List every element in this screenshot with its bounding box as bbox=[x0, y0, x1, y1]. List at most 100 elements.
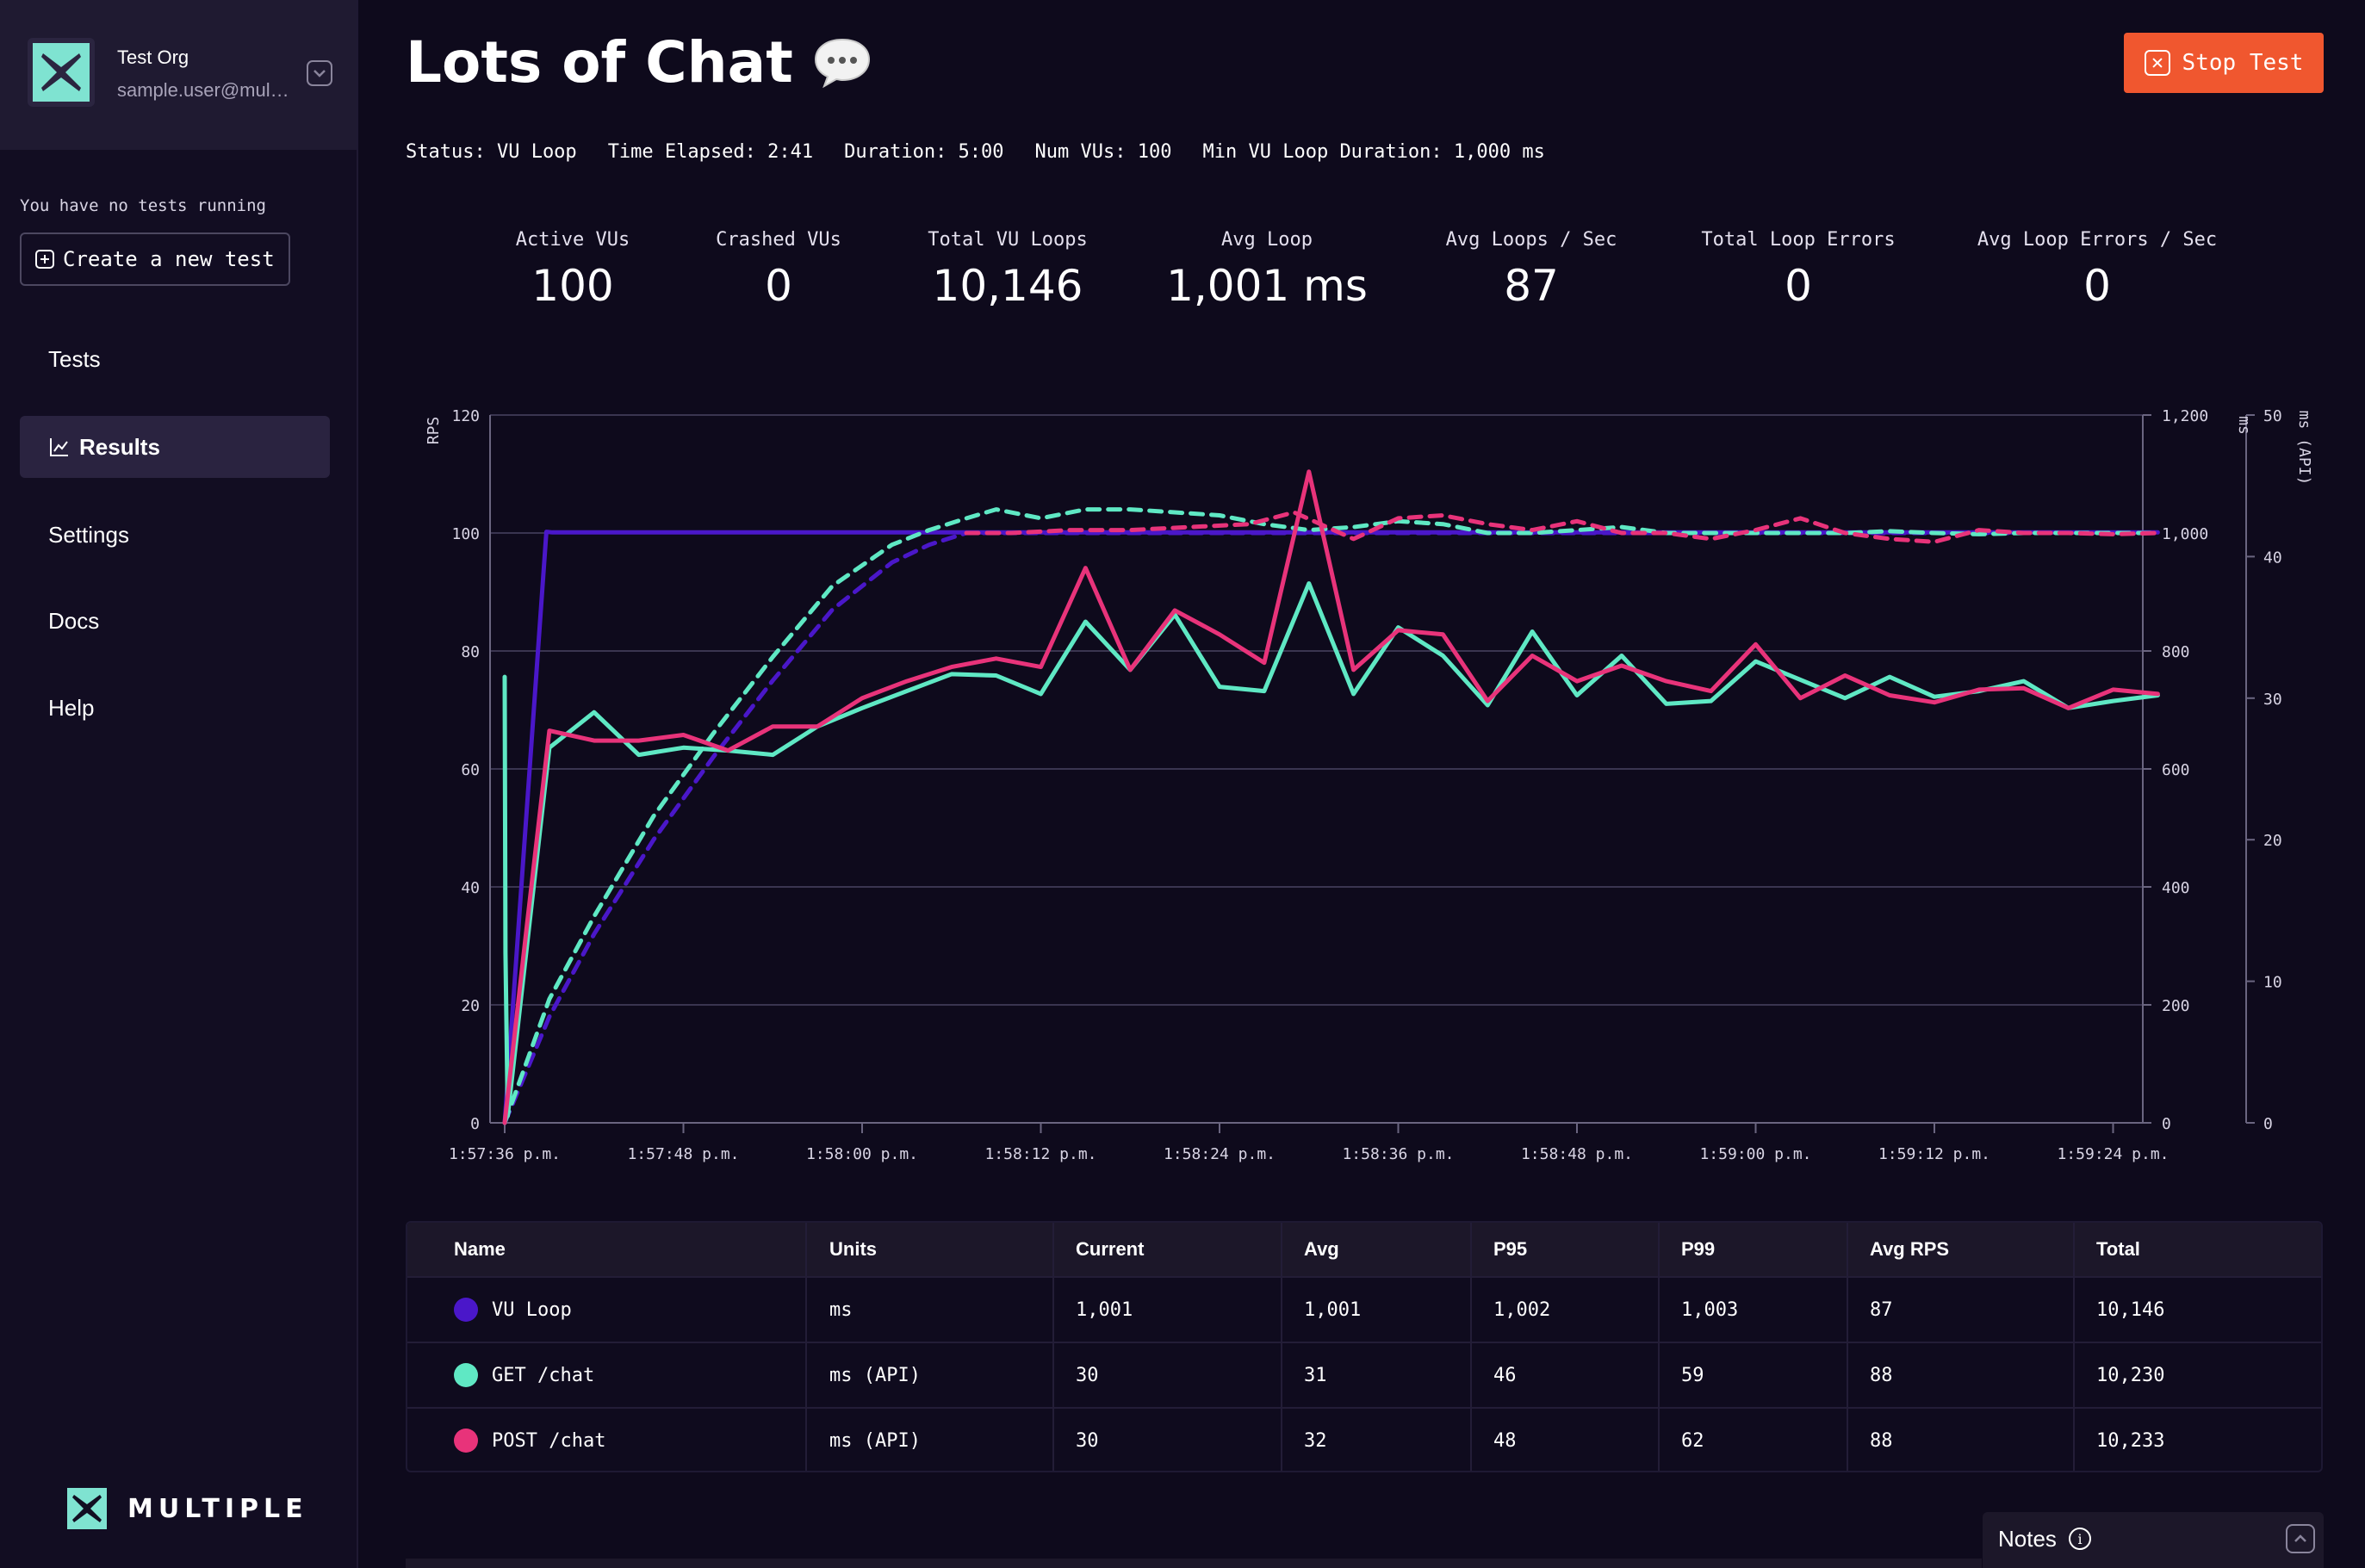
x-tick-label: 1:57:48 p.m. bbox=[627, 1145, 739, 1163]
brand-name: MULTIPLE bbox=[127, 1493, 308, 1524]
series-line-get-chat-dashed bbox=[502, 507, 2160, 1125]
time-elapsed-text: Time Elapsed: 2:41 bbox=[607, 141, 814, 163]
results-chart-svg: 0 20 40 60 80 100 120 0 200 400 600 800 1,000 1,200 0 1… bbox=[425, 407, 2313, 1163]
table-cell: ms bbox=[829, 1298, 853, 1321]
stat-total-vu-loops: Total VU Loops 10,146 bbox=[928, 229, 1087, 311]
sidebar-item-docs[interactable]: Docs bbox=[20, 590, 330, 652]
series-line-post-chat-solid bbox=[502, 469, 2160, 1125]
column-header-units[interactable]: Units bbox=[829, 1238, 877, 1260]
org-switcher[interactable]: Test Org sample.user@multiple.dev bbox=[0, 0, 357, 150]
table-row-name: VU Loop bbox=[454, 1278, 572, 1342]
line-chart-icon bbox=[50, 438, 68, 456]
y-tick-label-ms: 800 bbox=[2162, 643, 2190, 661]
y-tick-label-ms: 400 bbox=[2162, 879, 2190, 897]
table-cell: ms (API) bbox=[829, 1364, 921, 1386]
stat-avg-loops-per-sec: Avg Loops / Sec 87 bbox=[1446, 229, 1617, 311]
x-tick-label: 1:59:12 p.m. bbox=[1878, 1145, 1990, 1163]
table-cell: 10,233 bbox=[2096, 1429, 2165, 1452]
table-cell: 88 bbox=[1870, 1364, 1893, 1386]
y-tick-label-ms: 1,200 bbox=[2162, 407, 2208, 425]
sidebar-item-tests[interactable]: Tests bbox=[20, 328, 330, 390]
sidebar-item-label: Results bbox=[79, 433, 160, 460]
table-cell: 10,230 bbox=[2096, 1364, 2165, 1386]
sidebar-item-label: Docs bbox=[48, 607, 100, 634]
notes-panel[interactable]: Notes i bbox=[1983, 1512, 2324, 1568]
stop-test-label: Stop Test bbox=[2182, 50, 2304, 76]
stat-avg-loop-errors-per-sec: Avg Loop Errors / Sec 0 bbox=[1977, 229, 2217, 311]
sidebar: Test Org sample.user@multiple.dev You ha… bbox=[0, 0, 358, 1568]
row-divider bbox=[407, 1342, 2321, 1343]
table-cell: 1,002 bbox=[1493, 1298, 1551, 1321]
stat-value: 0 bbox=[1785, 261, 1812, 311]
y-tick-label-rps: 100 bbox=[451, 525, 480, 543]
sidebar-item-help[interactable]: Help bbox=[20, 677, 330, 739]
stat-label: Active VUs bbox=[515, 229, 630, 251]
column-divider bbox=[1470, 1223, 1472, 1471]
column-header-p95[interactable]: P95 bbox=[1493, 1238, 1528, 1260]
x-tick-label: 1:58:24 p.m. bbox=[1164, 1145, 1276, 1163]
y-tick-label-ms-api: 30 bbox=[2263, 691, 2282, 709]
x-tick-label: 1:58:48 p.m. bbox=[1521, 1145, 1633, 1163]
y-tick-label-ms-api: 50 bbox=[2263, 407, 2282, 425]
column-header-current[interactable]: Current bbox=[1076, 1238, 1145, 1260]
table-cell: 1,003 bbox=[1681, 1298, 1739, 1321]
x-tick-label: 1:59:24 p.m. bbox=[2057, 1145, 2169, 1163]
y-tick-label-rps: 120 bbox=[451, 407, 480, 425]
table-cell: 48 bbox=[1493, 1429, 1517, 1452]
close-icon bbox=[2144, 50, 2170, 76]
y-tick-label-rps: 60 bbox=[461, 761, 480, 779]
column-header-avg[interactable]: Avg bbox=[1304, 1238, 1339, 1260]
stat-label: Avg Loop bbox=[1221, 229, 1313, 251]
page-title: Lots of Chat bbox=[406, 29, 872, 96]
column-header-avg-rps[interactable]: Avg RPS bbox=[1870, 1238, 1950, 1260]
sidebar-item-label: Help bbox=[48, 694, 95, 721]
table-cell: 1,001 bbox=[1304, 1298, 1362, 1321]
table-row-name: POST /chat bbox=[454, 1409, 606, 1471]
chevron-up-icon[interactable] bbox=[2286, 1524, 2315, 1553]
table-cell: 32 bbox=[1304, 1429, 1327, 1452]
row-divider bbox=[407, 1276, 2321, 1278]
no-tests-running-text: You have no tests running bbox=[20, 196, 266, 215]
sidebar-item-settings[interactable]: Settings bbox=[20, 504, 330, 566]
create-new-test-button[interactable]: Create a new test bbox=[20, 232, 290, 286]
column-divider bbox=[1847, 1223, 1848, 1471]
stop-test-button[interactable]: Stop Test bbox=[2124, 33, 2324, 93]
series-name: POST /chat bbox=[492, 1429, 606, 1452]
table-header bbox=[407, 1223, 2321, 1276]
y-tick-label-rps: 40 bbox=[461, 879, 480, 897]
sidebar-item-label: Tests bbox=[48, 345, 101, 372]
info-icon[interactable]: i bbox=[2069, 1528, 2091, 1550]
table-cell: ms (API) bbox=[829, 1429, 921, 1452]
y-tick-label-rps: 0 bbox=[470, 1115, 480, 1133]
speech-bubble-icon bbox=[814, 38, 870, 88]
x-tick-label: 1:58:12 p.m. bbox=[984, 1145, 1096, 1163]
brand-logo: MULTIPLE bbox=[65, 1486, 308, 1531]
series-name: GET /chat bbox=[492, 1364, 595, 1386]
table-cell: 88 bbox=[1870, 1429, 1893, 1452]
x-tick-label: 1:57:36 p.m. bbox=[449, 1145, 561, 1163]
series-line-get-chat-solid bbox=[502, 581, 2160, 1119]
stat-label: Avg Loops / Sec bbox=[1445, 229, 1617, 251]
num-vus-text: Num VUs: 100 bbox=[1034, 141, 1172, 163]
table-cell: 31 bbox=[1304, 1364, 1327, 1386]
duration-text: Duration: 5:00 bbox=[844, 141, 1004, 163]
column-header-p99[interactable]: P99 bbox=[1681, 1238, 1716, 1260]
y-tick-label-ms: 1,000 bbox=[2162, 525, 2208, 543]
y-tick-label-ms: 200 bbox=[2162, 997, 2190, 1015]
column-divider bbox=[1281, 1223, 1282, 1471]
table-cell: 10,146 bbox=[2096, 1298, 2165, 1321]
chevron-down-icon[interactable] bbox=[307, 60, 332, 86]
sidebar-item-label: Settings bbox=[48, 521, 129, 548]
table-row-name: GET /chat bbox=[454, 1343, 594, 1407]
column-header-total[interactable]: Total bbox=[2096, 1238, 2140, 1260]
create-new-test-label: Create a new test bbox=[63, 247, 275, 271]
y-tick-label-rps: 80 bbox=[461, 643, 480, 661]
y-tick-label-ms-api: 20 bbox=[2263, 832, 2282, 850]
table-cell: 87 bbox=[1870, 1298, 1893, 1321]
table-cell: 30 bbox=[1076, 1429, 1099, 1452]
column-header-name[interactable]: Name bbox=[454, 1238, 506, 1260]
sidebar-item-results[interactable]: Results bbox=[20, 416, 330, 478]
notes-label: Notes bbox=[1998, 1526, 2057, 1552]
stat-total-loop-errors: Total Loop Errors 0 bbox=[1701, 229, 1895, 311]
series-line-vu-loop-solid bbox=[502, 530, 2160, 1125]
